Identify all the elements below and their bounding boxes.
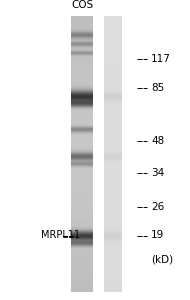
Text: 26: 26 <box>151 202 164 212</box>
Text: 117: 117 <box>151 53 171 64</box>
Text: (kD): (kD) <box>151 254 173 265</box>
Text: 85: 85 <box>151 83 164 94</box>
Text: 48: 48 <box>151 136 164 146</box>
Text: 34: 34 <box>151 167 164 178</box>
Text: 19: 19 <box>151 230 164 241</box>
Text: MRPL11: MRPL11 <box>41 230 80 241</box>
Text: COS: COS <box>71 1 94 10</box>
